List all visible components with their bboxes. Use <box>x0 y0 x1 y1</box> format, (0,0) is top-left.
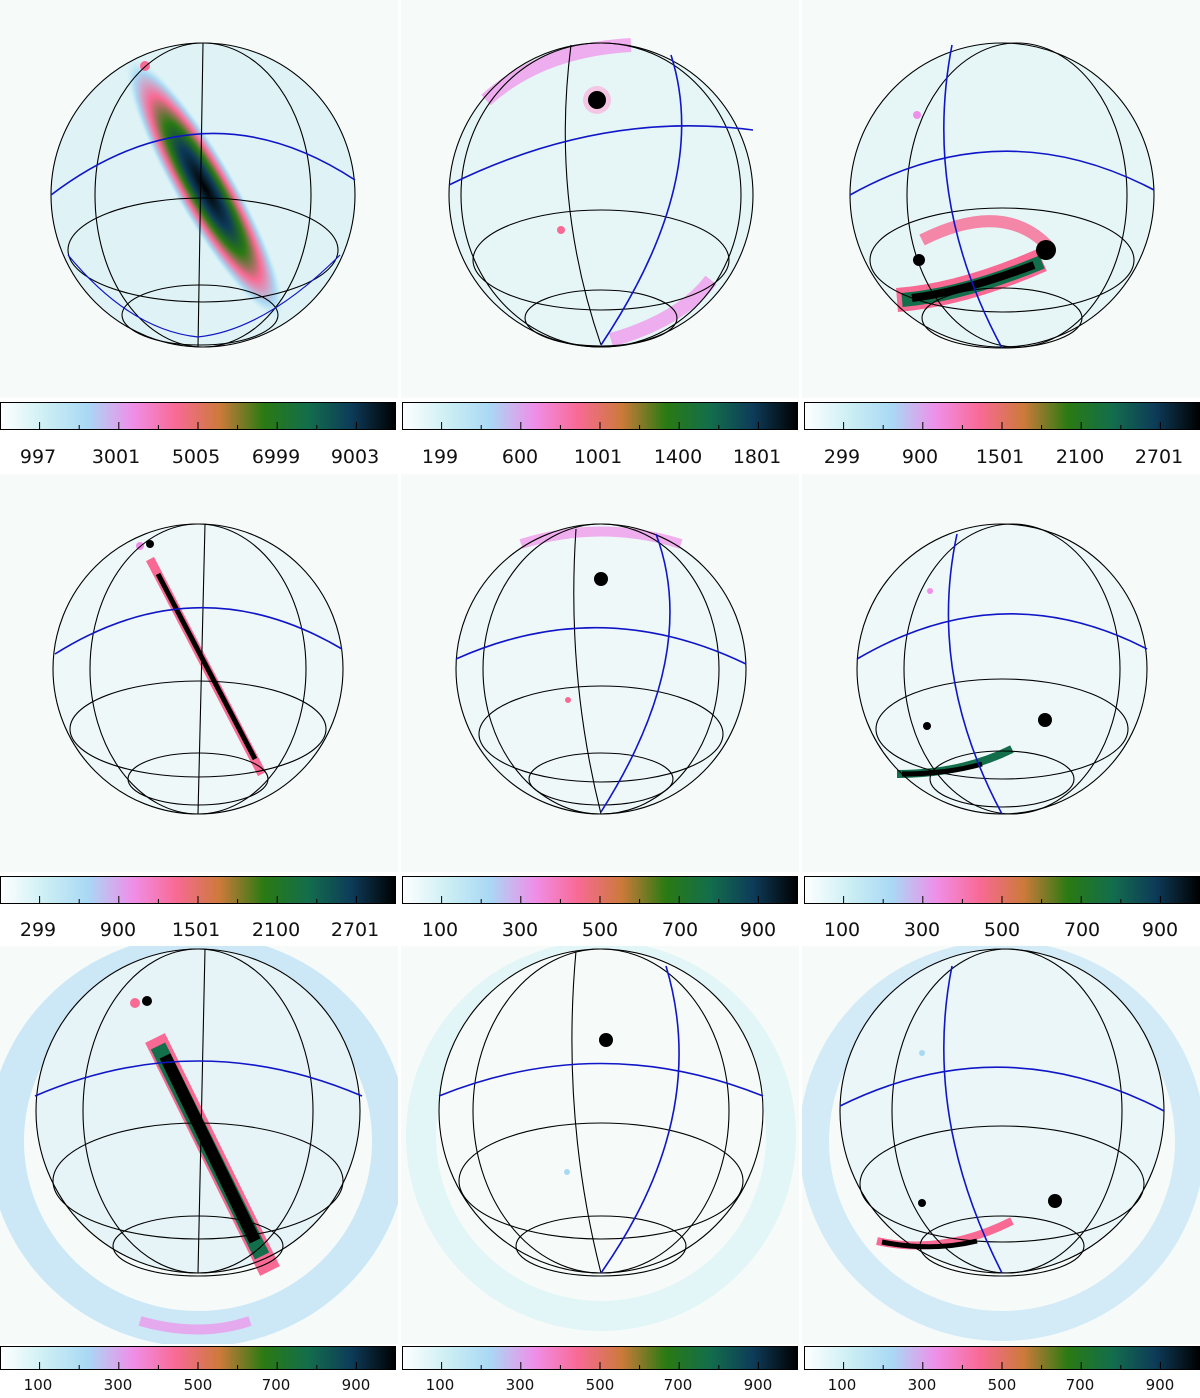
colorbar-tick: 6999 <box>251 446 301 468</box>
colorbar-tick-labels: 100 300 500 700 900 <box>402 1374 798 1398</box>
colorbar-tick: 1501 <box>171 919 221 941</box>
colorbar-tick: 300 <box>501 919 539 941</box>
colorbar-tick: 2701 <box>1134 446 1184 468</box>
sky-map-svg <box>50 42 356 348</box>
colorbar-tick: 600 <box>501 446 539 468</box>
coordinate-grid <box>455 523 747 815</box>
colorbar-tick: 900 <box>99 919 137 941</box>
colorbar-tick: 199 <box>421 446 459 468</box>
colorbar-tick: 1801 <box>732 446 782 468</box>
colorbar-tick: 299 <box>19 919 57 941</box>
colorbar-gradient <box>402 402 798 430</box>
colorbar-tick: 2701 <box>330 919 380 941</box>
sky-map-svg <box>406 946 796 1331</box>
colorbar-tick: 100 <box>823 919 861 941</box>
equator-line <box>849 150 1155 196</box>
equator-line <box>455 626 747 665</box>
colorbar-tick: 300 <box>505 1376 535 1394</box>
colorbar-tick: 700 <box>663 1376 693 1394</box>
sky-map-row2-col3 <box>802 474 1200 872</box>
sky-map-row3-col1 <box>0 946 398 1344</box>
colorbar-tick: 900 <box>901 446 939 468</box>
sky-map-row1-col3 <box>802 0 1200 398</box>
colorbar-tick: 500 <box>983 919 1021 941</box>
colorbar-tick: 900 <box>743 1376 773 1394</box>
coordinate-grid <box>52 523 344 815</box>
coordinate-grid <box>35 948 361 1277</box>
colorbar-tick: 100 <box>421 919 459 941</box>
sky-map-svg <box>0 946 398 1344</box>
sky-map-row1-col2 <box>401 0 799 398</box>
colorbar-tick: 700 <box>1065 1376 1095 1394</box>
colorbar-tick-labels: 997 3001 5005 6999 9003 <box>0 444 396 468</box>
colorbar-tick: 300 <box>103 1376 133 1394</box>
sky-map-row3-col2 <box>401 946 799 1344</box>
colorbar-tick: 900 <box>1141 919 1179 941</box>
point-source <box>594 572 608 586</box>
point-source <box>599 1033 613 1047</box>
colorbar-tick: 3001 <box>91 446 141 468</box>
sky-map-row3-col3 <box>802 946 1200 1344</box>
colorbar-tick: 1400 <box>653 446 703 468</box>
colorbar-tick: 300 <box>907 1376 937 1394</box>
colorbar-tick: 1001 <box>573 446 623 468</box>
colorbar-tick-labels: 100 300 500 700 900 <box>804 917 1200 941</box>
sky-map-svg <box>856 523 1148 815</box>
equator-line <box>438 1062 764 1097</box>
colorbar-tick: 500 <box>585 1376 615 1394</box>
colorbar-tick-labels: 199 600 1001 1400 1801 <box>402 444 798 468</box>
colorbar-tick: 500 <box>183 1376 213 1394</box>
colorbar-tick: 300 <box>903 919 941 941</box>
colorbar-gradient <box>804 876 1200 904</box>
colorbar-gradient <box>0 876 396 904</box>
colorbar-tick-labels: 299 900 1501 2100 2701 <box>0 917 396 941</box>
colorbar-tick: 900 <box>739 919 777 941</box>
colorbar-gradient <box>804 1346 1200 1370</box>
colorbar-tick: 700 <box>661 919 699 941</box>
sky-map-svg <box>802 946 1200 1341</box>
colorbar-tick: 1501 <box>975 446 1025 468</box>
sky-map-row2-col2 <box>401 474 799 872</box>
colorbar-tick: 500 <box>987 1376 1017 1394</box>
colorbar-gradient <box>402 1346 798 1370</box>
colorbar-tick: 700 <box>261 1376 291 1394</box>
colorbar-tick: 500 <box>581 919 619 941</box>
colorbar-tick: 2100 <box>251 919 301 941</box>
colorbar-gradient <box>0 1346 396 1370</box>
colorbar-gradient <box>402 876 798 904</box>
colorbar-tick: 9003 <box>330 446 380 468</box>
colorbar-tick-labels: 100 300 500 700 900 <box>804 1374 1200 1398</box>
colorbar-tick: 100 <box>23 1376 53 1394</box>
colorbar-tick: 700 <box>1063 919 1101 941</box>
equator-line <box>448 125 754 186</box>
sky-map-svg <box>455 523 747 815</box>
coordinate-grid <box>448 42 754 348</box>
equator-line <box>54 606 343 655</box>
colorbar-tick: 997 <box>19 446 57 468</box>
equator-line <box>856 613 1148 660</box>
colorbar-tick: 5005 <box>171 446 221 468</box>
colorbar-tick: 900 <box>341 1376 371 1394</box>
colorbar-gradient <box>804 402 1200 430</box>
colorbar-tick: 100 <box>425 1376 455 1394</box>
colorbar-tick: 299 <box>823 446 861 468</box>
colorbar-tick-labels: 100 300 500 700 900 <box>0 1374 396 1398</box>
sky-map-svg <box>52 523 344 815</box>
equator-line <box>34 1060 363 1097</box>
colorbar-tick: 100 <box>827 1376 857 1394</box>
equator-line <box>839 1066 1165 1112</box>
sky-map-svg <box>849 42 1155 349</box>
galactic-plane-emission <box>125 57 285 319</box>
colorbar-tick: 2100 <box>1055 446 1105 468</box>
sky-map-svg <box>448 38 754 348</box>
colorbar-tick-labels: 299 900 1501 2100 2701 <box>804 444 1200 468</box>
colorbar-fill <box>804 876 1200 904</box>
colorbar-tick-labels: 100 300 500 700 900 <box>402 917 798 941</box>
colorbar-tick: 900 <box>1145 1376 1175 1394</box>
equator-line <box>50 132 356 196</box>
sky-map-row2-col1 <box>0 474 398 872</box>
sky-map-row1-col1 <box>0 0 398 398</box>
colorbar-gradient <box>0 402 396 430</box>
